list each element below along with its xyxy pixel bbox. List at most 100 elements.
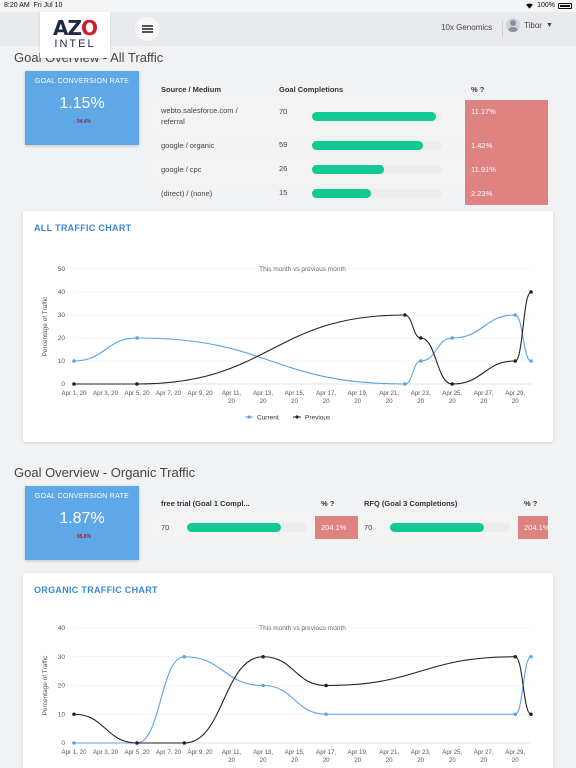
data-point-current (261, 683, 265, 688)
pct-header[interactable]: % ? (471, 84, 485, 94)
x-tick-label: Apr 17, (316, 749, 336, 756)
chart-subtitle: This month vs previous month (259, 266, 346, 273)
y-axis-label: Percentage of Traffic (42, 655, 49, 716)
goal1-progress-fill (187, 523, 281, 532)
chart-title: ALL TRAFFIC CHART (34, 223, 132, 233)
wifi-icon (526, 3, 534, 9)
organic-goals-table: free trial (Goal 1 Compl... % ? RFQ (Goa… (155, 493, 549, 539)
all-traffic-line-chart: This month vs previous month 0 10 20 30 40 50 A… (42, 266, 533, 421)
chart-subtitle: This month vs previous month (259, 625, 346, 632)
x-tick-label: 20 (449, 398, 456, 405)
company-name[interactable]: 10x Genomics (441, 23, 493, 32)
goal3-progress (390, 523, 510, 532)
data-point-previous (182, 741, 187, 745)
organic-traffic-line-chart: This month vs previous month 0 10 20 30 40 Apr… (42, 625, 533, 764)
row-progress (312, 112, 442, 121)
x-tick-label: 20 (228, 757, 235, 764)
data-point-current (324, 712, 328, 717)
status-time: 8:20 AM Fri Jul 10 (4, 2, 63, 9)
x-tick-label: Apr 25, (442, 390, 462, 397)
data-point-previous (135, 382, 139, 386)
data-point-current (529, 654, 533, 659)
kpi-label: GOAL CONVERSION RATE (34, 78, 130, 85)
data-point-previous (513, 359, 518, 363)
battery-icon (558, 2, 572, 9)
chart-title: ORGANIC TRAFFIC CHART (34, 585, 158, 595)
x-tick-label: Apr 19, (348, 390, 368, 397)
x-tick-label: Apr 15, (285, 390, 305, 397)
data-point-current (450, 336, 455, 340)
organic-traffic-chart-card: ORGANIC TRAFFIC CHART This month vs prev… (23, 573, 553, 768)
data-point-previous (529, 712, 533, 717)
row-progress-fill (312, 189, 371, 198)
table-row[interactable]: webto.salesforce.com / referral 70 (155, 100, 465, 133)
goal3-header[interactable]: RFQ (Goal 3 Completions) (364, 499, 458, 508)
goal3-progress-fill (390, 523, 484, 532)
legend-marker (247, 415, 251, 419)
header-completions[interactable]: Goal Completions (279, 84, 344, 94)
data-point-previous (529, 290, 533, 294)
x-tick-label: 20 (354, 398, 361, 405)
source-medium-table: % ? Source / Medium Goal Completions web… (155, 78, 548, 205)
goal1-header[interactable]: free trial (Goal 1 Compl... (161, 499, 250, 508)
x-tick-label: Apr 7, 20 (156, 390, 182, 397)
table-header-row: Source / Medium Goal Completions (155, 78, 455, 100)
data-point-previous (513, 654, 518, 659)
azo-intel-logo[interactable]: AZO INTEL (40, 12, 110, 58)
table-row[interactable]: (direct) / (none) 15 (155, 181, 465, 205)
x-tick-label: 20 (417, 398, 424, 405)
user-menu[interactable]: Tibor ▼ (506, 18, 553, 32)
x-tick-label: 20 (417, 757, 424, 764)
row-completions: 70 (279, 107, 288, 116)
x-tick-label: Apr 15, (285, 749, 305, 756)
kpi-card-all-traffic: GOAL CONVERSION RATE 1.15% ↓ 94.4% (25, 71, 139, 145)
table-row[interactable]: google / cpc 26 (155, 157, 465, 181)
data-point-previous (261, 654, 265, 659)
data-point-previous (72, 712, 76, 717)
legend-label: Previous (305, 414, 331, 421)
x-tick-label: 20 (291, 757, 298, 764)
header-source[interactable]: Source / Medium (161, 84, 222, 94)
y-axis-label: Percentage of Traffic (42, 296, 49, 357)
x-tick-label: 20 (480, 757, 487, 764)
table-row[interactable]: google / organic 59 (155, 133, 465, 157)
header-divider (502, 21, 503, 37)
data-point-current (513, 313, 518, 317)
kpi-change: ↓ 94.4% (72, 119, 92, 125)
data-point-previous (403, 313, 407, 317)
y-tick-label: 40 (58, 625, 66, 632)
x-tick-label: Apr 13, (253, 390, 273, 397)
data-point-current (72, 359, 76, 363)
data-point-previous (450, 382, 455, 386)
status-right: 100% (525, 2, 572, 9)
x-tick-label: 20 (228, 398, 235, 405)
hamburger-menu-button[interactable] (135, 17, 159, 41)
x-tick-label: Apr 7, 20 (156, 749, 182, 756)
legend-marker (295, 415, 299, 419)
data-point-current (513, 712, 518, 717)
x-tick-label: 20 (386, 398, 393, 405)
x-tick-label: Apr 19, (348, 749, 368, 756)
x-tick-label: 20 (512, 757, 519, 764)
x-tick-label: Apr 21, (379, 749, 399, 756)
data-point-current (135, 336, 139, 340)
x-tick-label: 20 (323, 757, 330, 764)
data-point-current (72, 741, 76, 745)
data-point-previous (135, 741, 139, 745)
x-tick-label: Apr 9, 20 (188, 390, 214, 397)
row-completions: 59 (279, 140, 288, 149)
logo-wordmark: INTEL (54, 38, 96, 50)
row-pct: 11.17% (465, 100, 548, 133)
x-tick-label: 20 (291, 398, 298, 405)
user-name: Tibor (524, 20, 542, 30)
goal1-pct-header[interactable]: % ? (321, 499, 335, 508)
row-progress-fill (312, 165, 384, 174)
avatar-icon (506, 18, 520, 32)
x-tick-label: Apr 1, 20 (61, 390, 87, 397)
row-source: google / organic (161, 141, 215, 150)
goal3-value: 70 (364, 523, 373, 532)
goal3-pct-header[interactable]: % ? (524, 499, 538, 508)
x-tick-label: Apr 5, 20 (124, 390, 150, 397)
y-tick-label: 20 (58, 683, 66, 690)
row-source: webto.salesforce.com / referral (161, 106, 238, 126)
